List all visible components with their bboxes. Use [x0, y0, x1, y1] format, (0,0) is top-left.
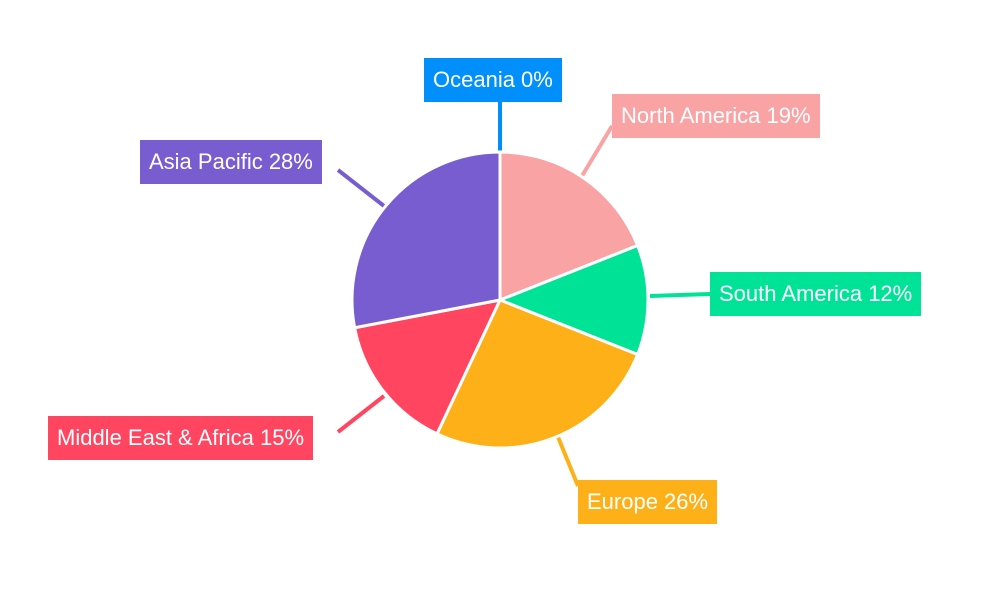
- leader-line: [580, 124, 614, 178]
- leader-line: [336, 394, 386, 434]
- data-label: Oceania 0%: [424, 58, 562, 102]
- pie-slice-middle-east-africa[interactable]: [352, 297, 503, 436]
- data-label: Middle East & Africa 15%: [48, 416, 314, 460]
- pie-slice-north-america[interactable]: [498, 150, 640, 303]
- leader-line: [336, 168, 386, 208]
- data-label: North America 19%: [612, 94, 820, 138]
- pie-slice-europe[interactable]: [434, 298, 640, 450]
- leader-line: [556, 436, 580, 487]
- data-label: Asia Pacific 28%: [140, 140, 322, 184]
- data-label: South America 12%: [710, 272, 922, 316]
- leader-line: [649, 292, 711, 298]
- pie-slice-asia-pacific[interactable]: [350, 150, 502, 330]
- pie-slice-south-america[interactable]: [495, 243, 650, 357]
- data-label: Europe 26%: [578, 480, 718, 524]
